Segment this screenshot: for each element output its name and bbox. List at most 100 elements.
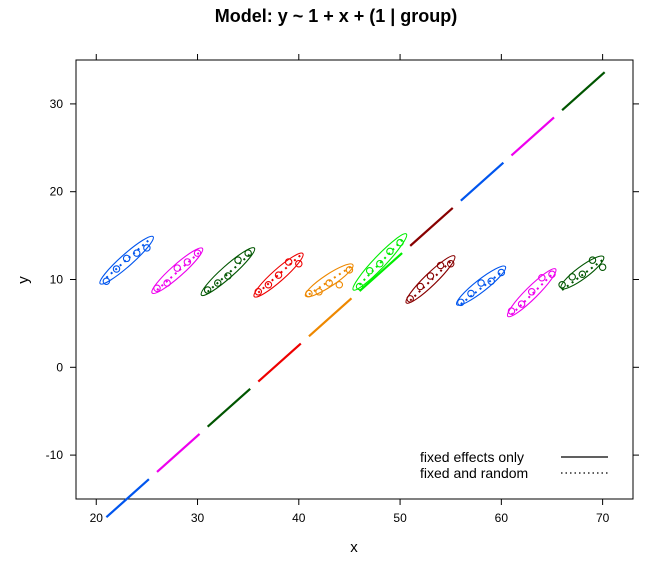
fixed-effect-segment-10 xyxy=(561,71,606,112)
random-effect-line-group-7 xyxy=(409,258,454,302)
y-tick-label: 30 xyxy=(50,97,64,111)
group-ellipse-4 xyxy=(253,252,304,298)
data-point-group-9-5 xyxy=(548,270,556,278)
data-point-group-5-3 xyxy=(325,279,333,287)
data-point-group-7-5 xyxy=(446,259,455,268)
data-point-group-5-2 xyxy=(315,288,323,296)
axis-ticks xyxy=(70,54,639,505)
fixed-effect-segment-8 xyxy=(460,161,505,202)
fixed-effect-segment-2 xyxy=(156,433,201,473)
data-point-group-7-4 xyxy=(436,261,445,270)
data-point-group-5-5 xyxy=(345,266,354,274)
random-effect-line-group-10 xyxy=(561,257,606,291)
data-point-group-3-5 xyxy=(244,249,252,257)
random-effects-lines xyxy=(105,239,606,316)
data-point-group-6-1 xyxy=(355,282,364,291)
group-ellipse-5 xyxy=(304,263,354,298)
data-point-group-4-1 xyxy=(254,288,263,296)
data-point-group-8-5 xyxy=(497,268,506,277)
data-point-group-1-4 xyxy=(133,249,141,257)
group-ellipse-7 xyxy=(405,255,456,304)
data-point-group-3-4 xyxy=(234,256,242,264)
x-tick-label: 50 xyxy=(393,511,407,525)
y-axis-label: y xyxy=(15,276,32,284)
data-point-group-7-3 xyxy=(426,272,435,280)
data-point-group-3-2 xyxy=(214,279,222,287)
data-point-group-6-5 xyxy=(396,238,404,247)
data-point-group-9-3 xyxy=(527,288,536,296)
fixed-effect-segment-9 xyxy=(510,116,555,157)
data-point-group-5-4 xyxy=(335,281,344,289)
data-point-group-6-4 xyxy=(386,247,394,256)
group-ellipse-9 xyxy=(506,268,557,318)
fixed-effects-lines xyxy=(105,71,606,518)
data-point-group-10-3 xyxy=(578,270,587,278)
data-point-group-2-3 xyxy=(173,264,182,272)
data-point-group-2-4 xyxy=(183,258,192,266)
x-tick-label: 20 xyxy=(90,511,104,525)
data-point-group-1-5 xyxy=(143,244,151,252)
group-ellipse-1 xyxy=(99,235,154,285)
random-effect-line-group-4 xyxy=(257,254,302,294)
data-point-group-8-2 xyxy=(467,289,475,298)
data-point-group-6-3 xyxy=(376,259,384,268)
group-ellipse-3 xyxy=(200,247,256,297)
data-point-group-4-2 xyxy=(264,281,273,289)
data-point-group-1-1 xyxy=(102,277,111,286)
y-tick-label: 10 xyxy=(50,273,64,287)
y-tick-label: 20 xyxy=(50,185,64,199)
group-ellipse-6 xyxy=(352,233,408,291)
data-point-group-4-4 xyxy=(284,258,293,266)
data-point-group-4-5 xyxy=(295,259,303,268)
data-point-group-8-3 xyxy=(477,279,485,287)
data-point-group-1-3 xyxy=(122,254,131,263)
data-point-group-10-2 xyxy=(568,273,576,281)
x-tick-label: 70 xyxy=(596,511,610,525)
data-point-group-7-1 xyxy=(406,295,414,303)
fixed-effect-segment-3 xyxy=(206,387,251,428)
data-point-group-10-1 xyxy=(558,281,566,289)
random-effect-line-group-9 xyxy=(510,271,555,316)
legend-label-fixed-effects-only: fixed effects only xyxy=(420,449,524,465)
data-point-group-10-4 xyxy=(588,256,597,264)
y-tick-label: 0 xyxy=(56,360,63,374)
data-point-group-5-1 xyxy=(305,289,313,298)
y-tick-label: -10 xyxy=(46,448,64,462)
random-effect-line-group-6 xyxy=(358,239,403,286)
data-point-group-3-1 xyxy=(203,286,212,294)
group-ellipse-2 xyxy=(151,247,204,295)
x-tick-label: 60 xyxy=(495,511,509,525)
data-point-group-8-1 xyxy=(457,298,465,307)
data-point-group-9-4 xyxy=(538,273,546,282)
x-tick-label: 40 xyxy=(292,511,306,525)
data-point-group-4-3 xyxy=(274,271,283,279)
fixed-effect-segment-4 xyxy=(257,342,302,383)
legend: fixed effects only fixed and random xyxy=(420,449,608,481)
data-point-group-10-5 xyxy=(598,263,607,271)
fixed-effect-segment-7 xyxy=(409,207,454,247)
fixed-effect-segment-1 xyxy=(105,478,150,518)
x-axis-label: x xyxy=(350,539,358,556)
data-point-group-2-5 xyxy=(193,249,202,257)
data-point-group-2-1 xyxy=(153,284,161,293)
legend-label-fixed-and-random: fixed and random xyxy=(420,465,528,481)
data-point-group-3-3 xyxy=(224,272,232,280)
chart-title: Model: y ~ 1 + x + (1 | group) xyxy=(215,6,458,26)
fixed-effect-segment-5 xyxy=(308,297,353,338)
data-points xyxy=(102,238,607,315)
data-point-group-2-2 xyxy=(163,279,171,287)
random-effect-line-group-1 xyxy=(105,239,150,279)
group-ellipse-8 xyxy=(456,265,507,306)
fixed-effect-segment-6 xyxy=(358,252,403,292)
axis-tick-labels: 20 30 40 50 60 70 -10 0 10 20 30 xyxy=(46,97,610,525)
group-ellipses xyxy=(99,233,605,318)
data-point-group-6-2 xyxy=(365,266,374,275)
x-tick-label: 30 xyxy=(191,511,205,525)
data-point-group-7-2 xyxy=(416,282,425,291)
data-point-group-9-2 xyxy=(517,300,526,308)
random-effect-line-group-8 xyxy=(460,269,504,305)
data-point-group-1-2 xyxy=(112,265,121,273)
data-point-group-9-1 xyxy=(507,307,516,315)
